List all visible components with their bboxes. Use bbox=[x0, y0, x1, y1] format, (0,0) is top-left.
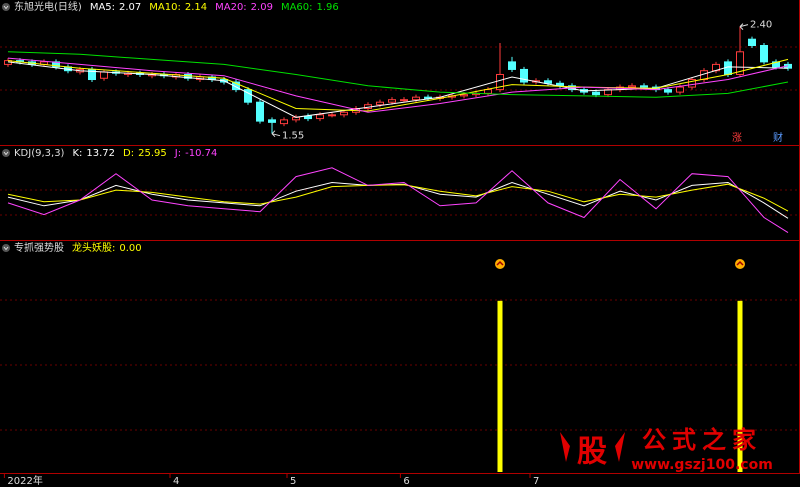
legend-value: 25.95 bbox=[138, 148, 167, 159]
candle-body bbox=[232, 81, 240, 91]
legend-value: -10.74 bbox=[185, 148, 217, 159]
ma-line bbox=[7, 58, 789, 112]
candle-body bbox=[460, 94, 468, 97]
candle-body bbox=[688, 79, 696, 88]
x-tick-label: 7 bbox=[533, 476, 539, 487]
panel-icon-arrow bbox=[3, 151, 9, 156]
legend-value: 2.07 bbox=[119, 2, 141, 13]
candle-body bbox=[376, 101, 384, 106]
candle-body bbox=[268, 119, 276, 123]
candle-body bbox=[724, 61, 732, 75]
signal-icon-arrow bbox=[736, 260, 744, 266]
panel-title: 东旭光电(日线) MA5: 2.07 MA10: 2.14 MA20: 2.09 MA60: 1… bbox=[14, 0, 339, 13]
annotation-label: 2.40 bbox=[750, 20, 772, 31]
candle-body bbox=[328, 114, 336, 117]
panel-icon-arrow bbox=[3, 5, 9, 10]
signal-icon bbox=[495, 259, 505, 269]
candle-body bbox=[628, 85, 636, 88]
legend-name: 龙头妖股: bbox=[72, 241, 115, 254]
candle-body bbox=[256, 101, 264, 122]
panel-icon bbox=[2, 3, 10, 11]
legend-value: 1.96 bbox=[317, 2, 339, 13]
panel-icon bbox=[2, 244, 10, 252]
watermark-url: www.gszj100.com bbox=[631, 457, 773, 473]
panel-title: KDJ(9,3,3) K: 13.72 D: 25.95 J: -10.74 bbox=[14, 148, 217, 159]
candle-body bbox=[280, 119, 288, 125]
signal-icon bbox=[735, 259, 745, 269]
legend-name: J: bbox=[174, 148, 181, 159]
legend-value: 0.00 bbox=[119, 243, 141, 254]
x-tick-label: 4 bbox=[173, 476, 179, 487]
candle-body bbox=[772, 61, 780, 68]
candle-body bbox=[316, 114, 324, 120]
candle-body bbox=[592, 91, 600, 96]
candle-body bbox=[664, 89, 672, 93]
title: KDJ(9,3,3) bbox=[14, 148, 65, 159]
watermark-horns bbox=[560, 432, 625, 462]
candle-body bbox=[736, 51, 744, 75]
event-marker: 财 bbox=[773, 131, 783, 144]
candle-body bbox=[100, 71, 108, 79]
legend-value: 13.72 bbox=[86, 148, 115, 159]
dotted-guides bbox=[0, 46, 800, 431]
annotation-arrow bbox=[271, 130, 281, 138]
candle-body bbox=[676, 86, 684, 93]
candle-body bbox=[244, 89, 252, 103]
title: 专抓强势股 bbox=[14, 241, 64, 254]
annotation-label: 1.55 bbox=[282, 131, 304, 142]
legend-name: MA20: bbox=[215, 2, 247, 13]
candle-body bbox=[388, 99, 396, 103]
candle-body bbox=[412, 96, 420, 101]
candle-body bbox=[520, 68, 528, 83]
legend-value: 2.14 bbox=[185, 2, 207, 13]
legend-name: MA5: bbox=[90, 2, 115, 13]
signal-icon-arrow bbox=[496, 260, 504, 266]
candle-body bbox=[544, 80, 552, 84]
panel-title: 专抓强势股 龙头妖股: 0.00 bbox=[14, 241, 142, 254]
panel-icon bbox=[2, 149, 10, 157]
legend-name: MA60: bbox=[281, 2, 313, 13]
panel-icon-arrow bbox=[3, 246, 9, 251]
legend-name: MA10: bbox=[149, 2, 181, 13]
x-tick-label: 2022年 bbox=[7, 474, 42, 487]
x-tick-label: 5 bbox=[290, 476, 296, 487]
ma-line bbox=[7, 167, 789, 234]
legend-name: D: bbox=[123, 148, 134, 159]
x-tick-label: 6 bbox=[403, 476, 409, 487]
signal-bar bbox=[737, 300, 743, 472]
candle-body bbox=[400, 99, 408, 102]
signal-bar bbox=[497, 300, 503, 472]
event-marker: 涨 bbox=[732, 132, 742, 144]
ma-line bbox=[7, 51, 789, 98]
annotation-arrow bbox=[739, 23, 749, 30]
candle-body bbox=[508, 61, 516, 70]
legend-value: 2.09 bbox=[251, 2, 273, 13]
candle-body bbox=[496, 73, 504, 91]
watermark-icon: 股 bbox=[577, 435, 607, 470]
candle-body bbox=[340, 111, 348, 116]
candle-body bbox=[640, 85, 648, 88]
candle-body bbox=[760, 45, 768, 63]
ma-line bbox=[7, 57, 789, 113]
title: 东旭光电(日线) bbox=[14, 0, 82, 13]
legend-name: K: bbox=[72, 148, 82, 159]
ma-line bbox=[7, 61, 789, 118]
candle-body bbox=[748, 38, 756, 47]
watermark-brand: 公式之家 bbox=[642, 426, 762, 454]
